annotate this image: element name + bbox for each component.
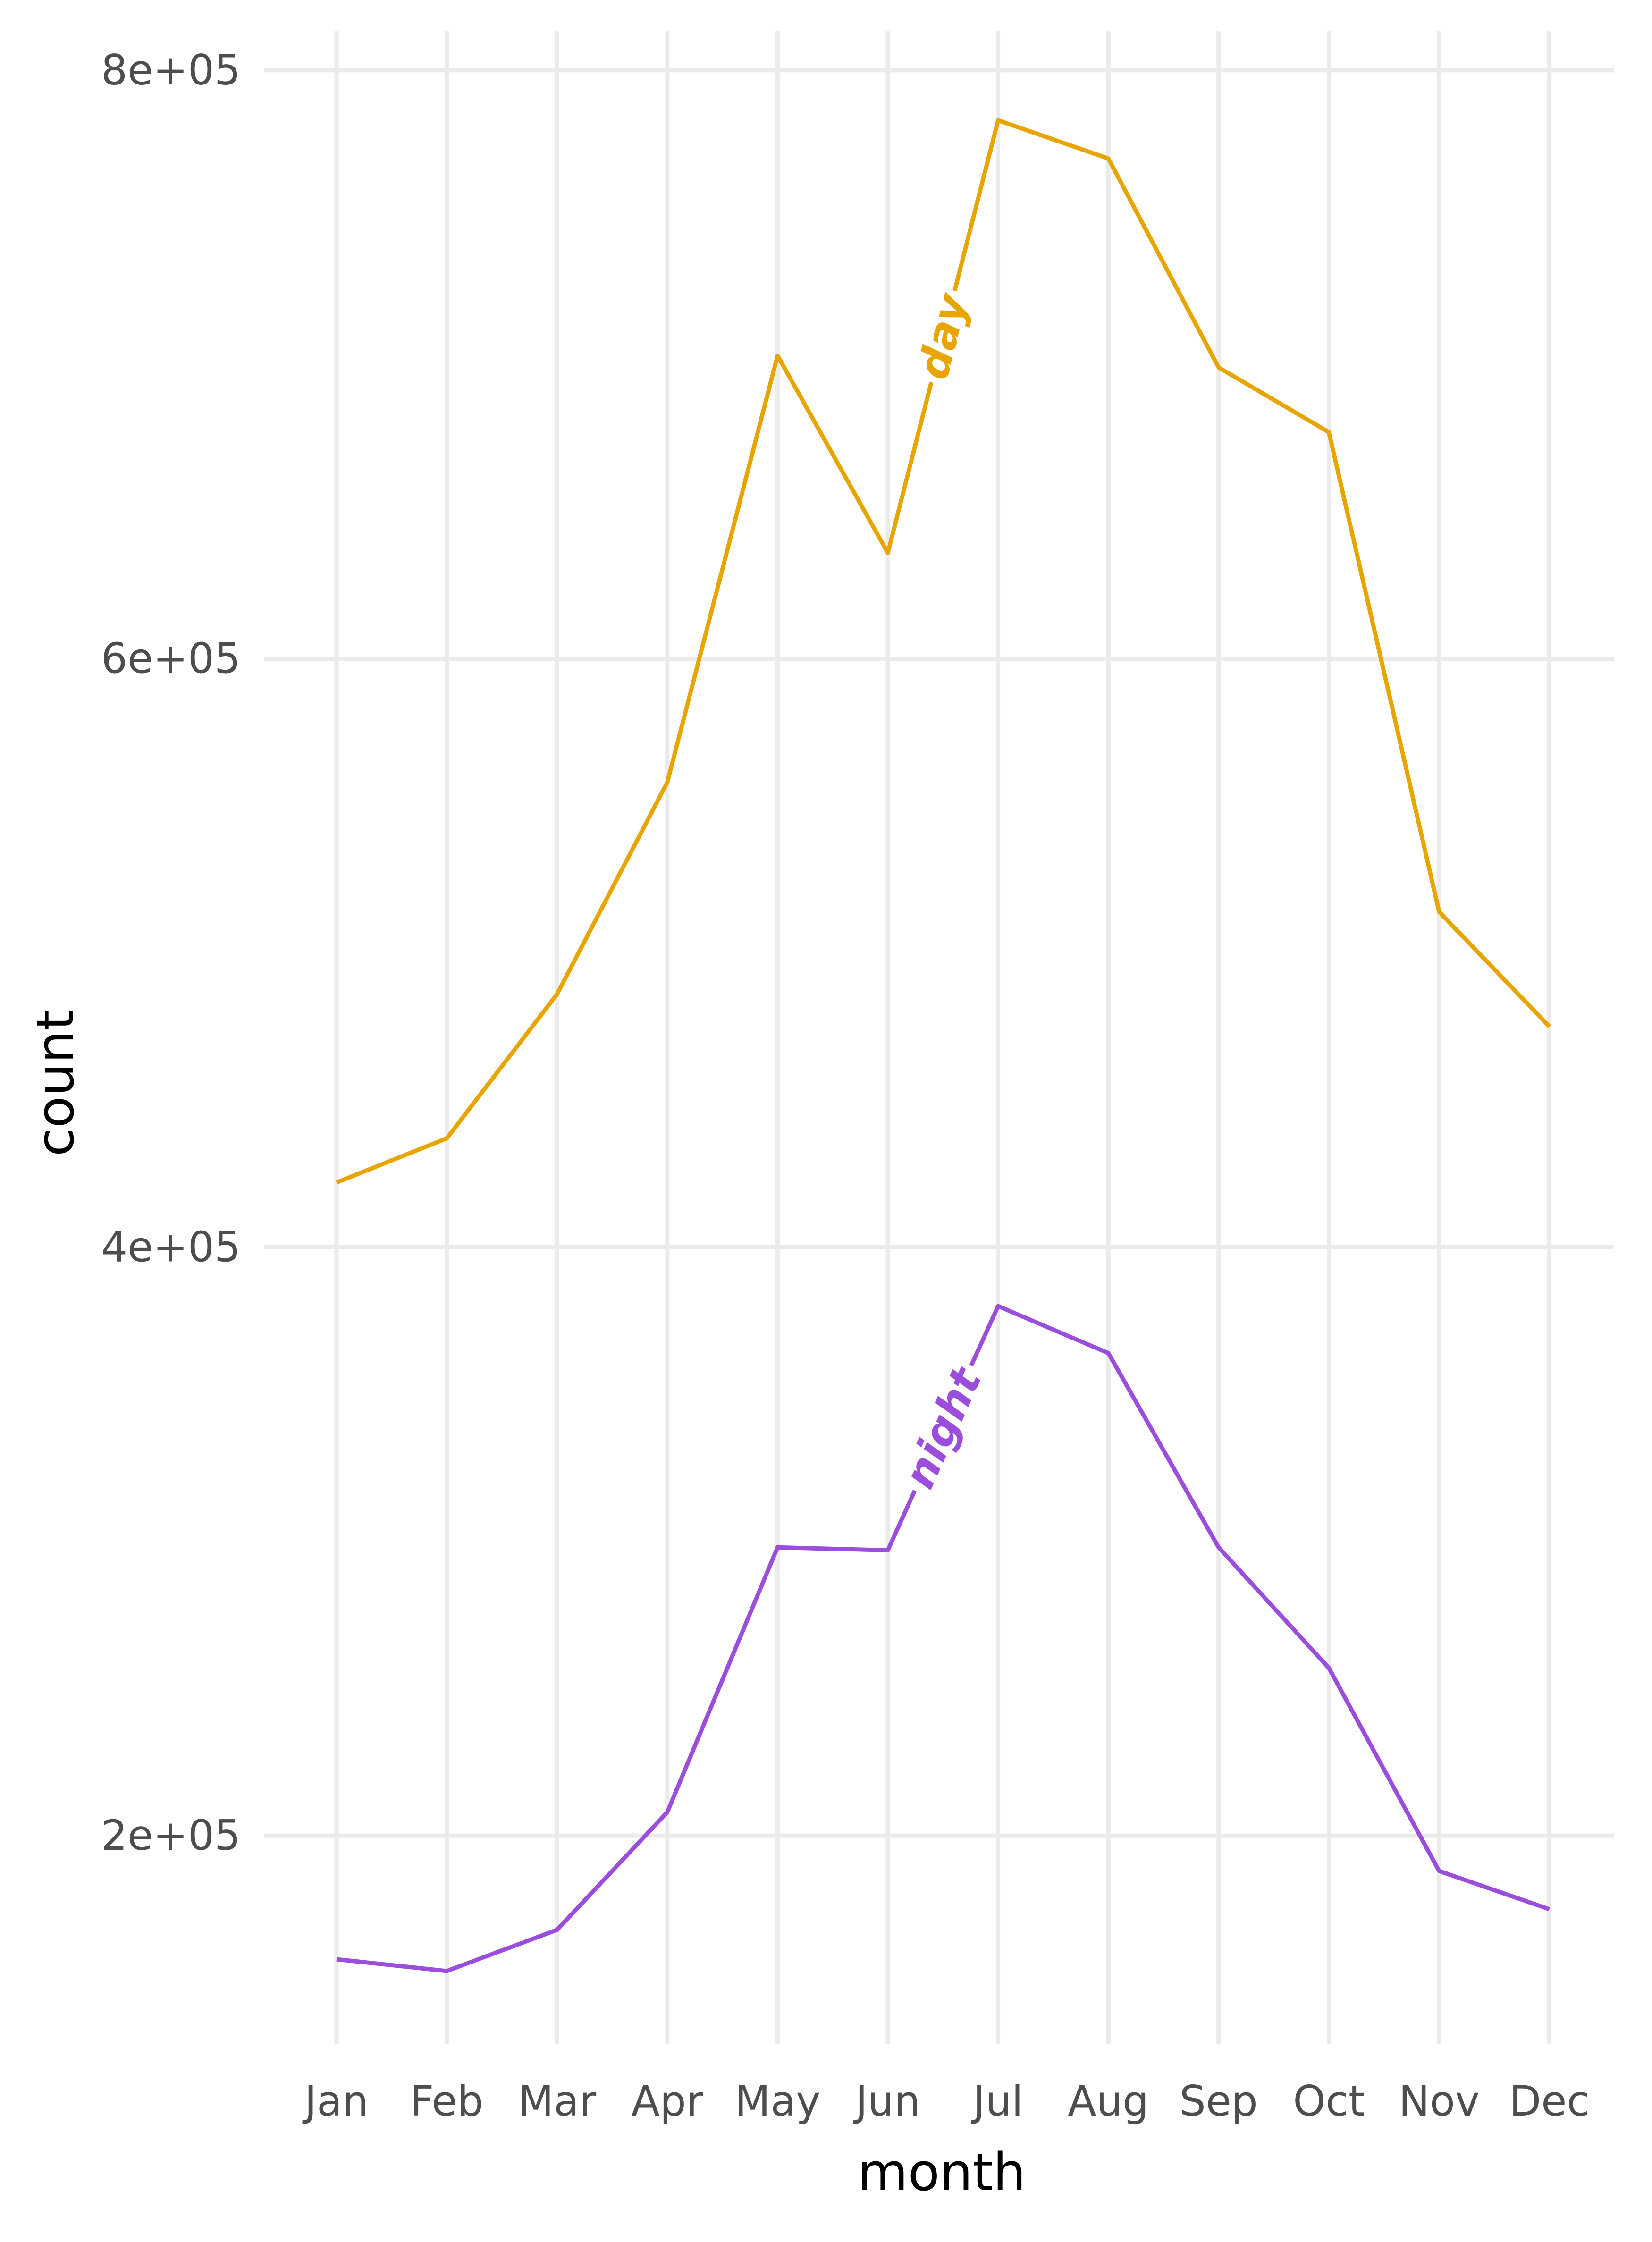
x-tick-label: Jan: [302, 2077, 369, 2125]
x-tick-label: Dec: [1509, 2077, 1589, 2125]
series-label-gap: [908, 285, 978, 388]
x-tick-label: Nov: [1399, 2077, 1480, 2125]
y-tick-labels: 2e+05 4e+05 6e+05 8e+05: [101, 46, 241, 1860]
x-tick-label: Jun: [853, 2077, 920, 2125]
series-line-day: [336, 118, 1551, 1185]
x-tick-label: Apr: [632, 2077, 704, 2125]
x-tick-label: Jul: [971, 2077, 1023, 2125]
x-tick-labels: Jan Feb Mar Apr May Jun Jul Aug Sep Oct Nov Dec: [302, 2077, 1590, 2125]
series-label-day: day: [909, 287, 978, 384]
y-tick-label: 6e+05: [101, 634, 241, 683]
series-label-night: night: [894, 1359, 992, 1496]
grid-lines: [264, 31, 1614, 2044]
y-tick-label: 8e+05: [101, 46, 241, 94]
x-tick-label: May: [734, 2077, 820, 2125]
series-label-gap: [893, 1356, 993, 1500]
x-tick-label: Aug: [1068, 2077, 1149, 2125]
x-axis-title: month: [857, 2142, 1026, 2202]
x-tick-label: Oct: [1293, 2077, 1365, 2125]
series-lines: [336, 118, 1551, 1973]
y-axis-title: count: [25, 1010, 85, 1156]
y-tick-label: 2e+05: [101, 1811, 241, 1860]
x-tick-label: Mar: [518, 2077, 597, 2125]
y-tick-label: 4e+05: [101, 1222, 241, 1271]
x-tick-label: Sep: [1180, 2077, 1258, 2125]
x-tick-label: Feb: [410, 2077, 484, 2125]
